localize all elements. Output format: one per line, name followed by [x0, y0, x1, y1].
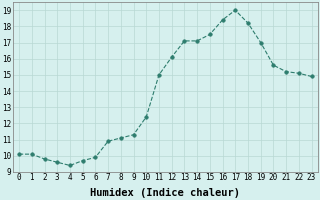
X-axis label: Humidex (Indice chaleur): Humidex (Indice chaleur) — [90, 188, 240, 198]
